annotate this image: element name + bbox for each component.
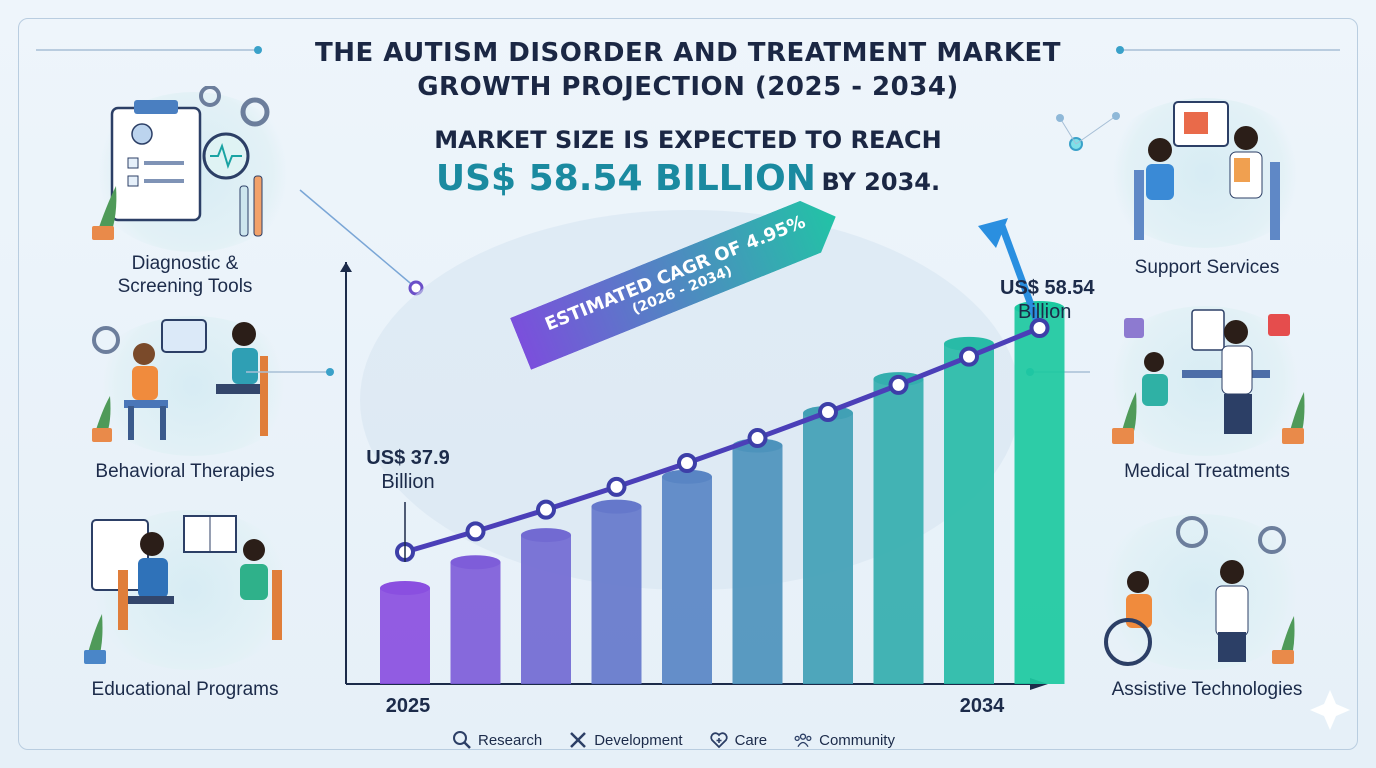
end-value-label: US$ 58.54 Billion xyxy=(1000,277,1095,323)
bar-top xyxy=(591,499,642,514)
segment-behavioral-label: Behavioral Therapies xyxy=(95,461,275,482)
segment-educational-label: Educational Programs xyxy=(91,679,279,700)
segment-diagnostic-label: Diagnostic & Screening Tools xyxy=(117,253,253,297)
start-value-label: US$ 37.9 Billion xyxy=(366,447,450,493)
page-frame xyxy=(18,18,1358,750)
title-line-1: THE AUTISM DISORDER AND TREATMENT MARKET xyxy=(314,38,1062,68)
community-icon xyxy=(794,733,812,748)
trend-arrow-head xyxy=(978,218,1008,248)
bar xyxy=(380,588,430,684)
behavioral-illustration xyxy=(92,319,268,442)
bar xyxy=(662,476,712,684)
bar xyxy=(521,535,571,684)
trend-point xyxy=(959,346,979,367)
assistive-panel-bg xyxy=(1090,514,1310,670)
legend-item-community: Community xyxy=(793,730,895,750)
trend-point xyxy=(888,374,909,395)
trend-point xyxy=(606,476,627,497)
trend-line xyxy=(404,325,1041,555)
trend-point xyxy=(818,402,838,422)
bar xyxy=(944,343,994,684)
chart-labels: 2025 2034 xyxy=(386,695,1005,717)
trend-point xyxy=(677,453,697,474)
bar xyxy=(450,562,501,684)
title-line-2: GROWTH PROJECTION (2025 - 2034) xyxy=(417,72,959,102)
heart-icon xyxy=(709,732,728,749)
x-tick-label: 2034 xyxy=(960,695,1005,717)
bars-group xyxy=(380,301,1065,684)
educational-illustration xyxy=(84,515,282,664)
bar-top xyxy=(380,581,430,595)
bar-top xyxy=(944,336,994,351)
assistive-illustration xyxy=(1104,516,1295,666)
bar xyxy=(732,445,783,684)
segment-assistive-label: Assistive Technologies xyxy=(1111,679,1303,700)
page-title: THE AUTISM DISORDER AND TREATMENT MARKET… xyxy=(280,36,1096,104)
support-illustration xyxy=(1134,101,1280,240)
bar-top xyxy=(1014,301,1065,315)
medical-illustration xyxy=(1112,309,1305,444)
trend-point xyxy=(536,499,556,520)
bar-top xyxy=(521,528,571,543)
legend-item-research: Research xyxy=(452,730,542,750)
diagnostic-illustration xyxy=(92,86,270,240)
bar xyxy=(591,506,642,684)
subtitle: MARKET SIZE IS EXPECTED TO REACH xyxy=(434,126,942,154)
trend-point xyxy=(465,521,486,542)
tools-icon xyxy=(570,732,587,748)
x-tick-label: 2025 xyxy=(386,695,431,717)
trend-point xyxy=(747,428,768,449)
bar xyxy=(803,413,853,684)
bar xyxy=(873,379,924,684)
y-axis-arrow xyxy=(340,262,352,272)
legend-item-care: Care xyxy=(709,730,767,750)
bar-top xyxy=(450,555,501,570)
magnifier-icon xyxy=(453,731,471,749)
segment-support-label: Support Services xyxy=(1134,257,1280,278)
trend-point xyxy=(1029,318,1050,338)
segment-medical-label: Medical Treatments xyxy=(1124,461,1290,482)
bar xyxy=(1014,308,1065,684)
legend-item-development: Development xyxy=(568,730,683,750)
legend: Research Development Care Community xyxy=(452,730,895,750)
bar-top xyxy=(662,469,712,484)
trend-line-group xyxy=(395,218,1050,562)
trend-arrow-shaft xyxy=(998,224,1043,330)
